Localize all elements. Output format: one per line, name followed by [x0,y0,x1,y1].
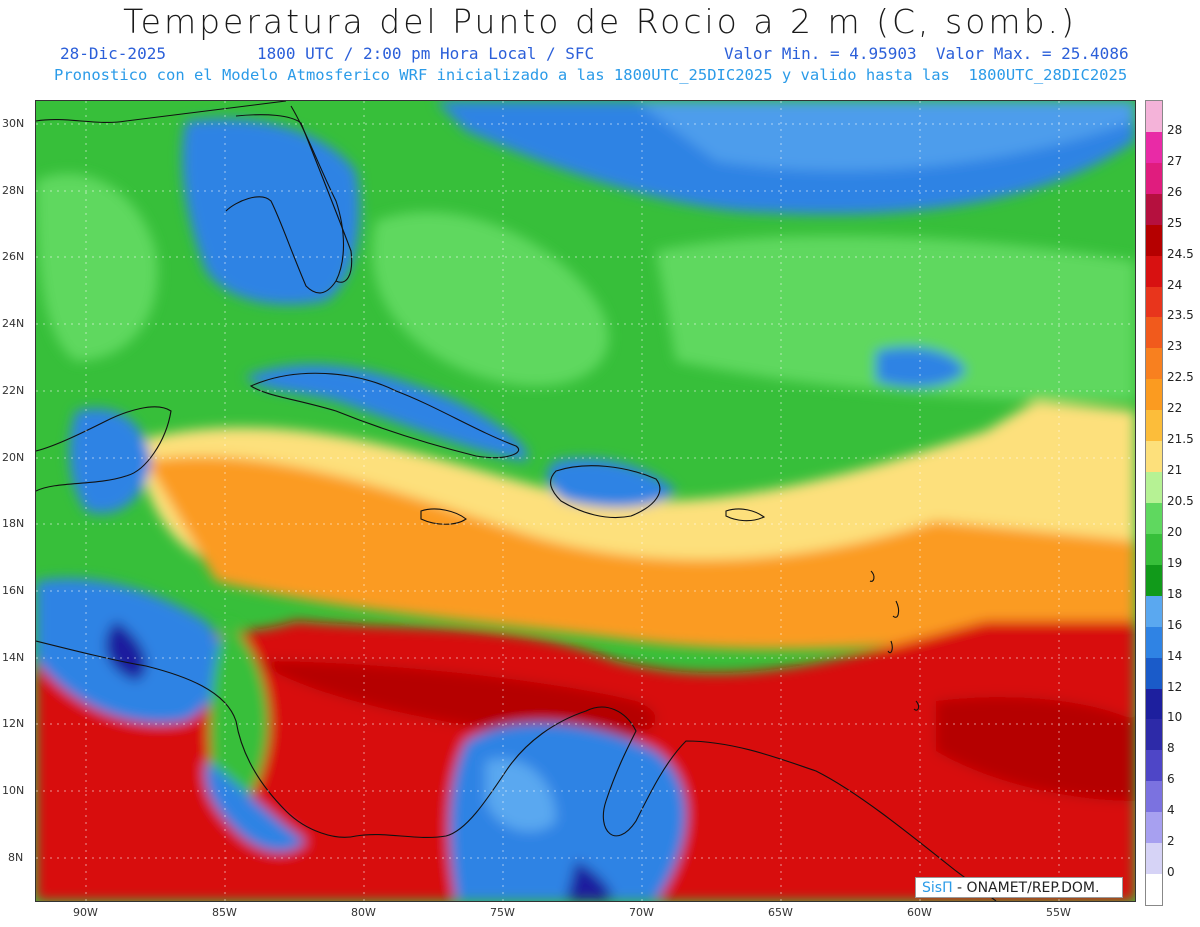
legend-label: 2 [1167,834,1175,849]
color-legend [1145,100,1163,906]
lat-label: 12N [2,717,25,730]
lon-label: 55W [1046,906,1071,919]
legend-swatch [1146,874,1162,906]
legend-label: 19 [1167,555,1183,570]
lat-label: 28N [2,184,25,197]
legend-label: 22 [1167,401,1183,416]
legend-swatch [1146,781,1162,813]
min-max-values: Valor Min. = 4.95903 Valor Max. = 25.408… [724,44,1129,63]
legend-label: 23.5 [1167,308,1194,323]
legend-swatch [1146,812,1162,844]
legend-swatch [1146,657,1162,690]
legend-label: 10 [1167,710,1183,725]
legend-swatch [1146,719,1162,751]
lon-label: 65W [768,906,793,919]
legend-label: 16 [1167,617,1183,632]
lat-label: 10N [2,784,25,797]
lat-label: 30N [2,117,25,130]
legend-swatch [1146,193,1162,226]
legend-swatch [1146,162,1162,195]
legend-swatch [1146,564,1162,597]
legend-label: 21 [1167,463,1183,478]
legend-label: 22.5 [1167,370,1194,385]
legend-label: 24.5 [1167,246,1194,261]
legend-label: 0 [1167,865,1175,880]
legend-label: 14 [1167,648,1183,663]
lat-lon-grid [36,101,1135,901]
lon-label: 75W [490,906,515,919]
legend-swatch [1146,101,1162,133]
legend-label: 20 [1167,524,1183,539]
lat-label: 14N [2,651,25,664]
credit-box: SisΠ - ONAMET/REP.DOM. [915,877,1123,898]
map-title: Temperatura del Punto de Rocio a 2 m (C,… [123,2,1077,41]
forecast-date: 28-Dic-2025 [60,44,166,63]
lat-label: 22N [2,384,25,397]
legend-swatch [1146,595,1162,628]
legend-swatch [1146,626,1162,659]
lon-label: 60W [907,906,932,919]
legend-swatch [1146,224,1162,257]
credit-brand: SisΠ [922,880,953,896]
legend-swatch [1146,750,1162,782]
credit-org: - ONAMET/REP.DOM. [952,880,1100,896]
legend-label: 25 [1167,215,1183,230]
legend-swatch [1146,533,1162,566]
legend-swatch [1146,472,1162,504]
legend-swatch [1146,688,1162,720]
lat-label: 26N [2,250,25,263]
lon-label: 70W [629,906,654,919]
legend-label: 27 [1167,153,1183,168]
legend-swatch [1146,441,1162,473]
legend-swatch [1146,348,1162,380]
lat-label: 18N [2,517,25,530]
legend-label: 8 [1167,741,1175,756]
legend-label: 20.5 [1167,494,1194,508]
legend-swatch [1146,131,1162,164]
lon-label: 90W [73,906,98,919]
legend-label: 26 [1167,184,1183,199]
legend-label: 4 [1167,803,1175,818]
legend-swatch [1146,410,1162,442]
model-subtitle: Pronostico con el Modelo Atmosferico WRF… [54,66,1128,84]
legend-swatch [1146,843,1162,875]
florida-coast [235,114,353,283]
legend-swatch [1146,379,1162,411]
legend-label: 23 [1167,339,1183,354]
legend-label: 21.5 [1167,432,1194,447]
legend-swatch [1146,317,1162,349]
legend-label: 28 [1167,122,1183,137]
legend-label: 24 [1167,277,1183,292]
legend-label: 12 [1167,679,1183,694]
forecast-time: 1800 UTC / 2:00 pm Hora Local / SFC [257,44,595,63]
legend-swatch [1146,255,1162,288]
dewpoint-map [35,100,1136,902]
lon-label: 80W [351,906,376,919]
lat-label: 8N [8,851,24,864]
coastlines [36,101,997,901]
lat-label: 16N [2,584,25,597]
legend-label: 18 [1167,586,1183,601]
lon-label: 85W [212,906,237,919]
legend-swatch [1146,286,1162,318]
lat-label: 20N [2,451,25,464]
legend-label: 6 [1167,772,1175,787]
legend-swatch [1146,503,1162,535]
lat-label: 24N [2,317,25,330]
